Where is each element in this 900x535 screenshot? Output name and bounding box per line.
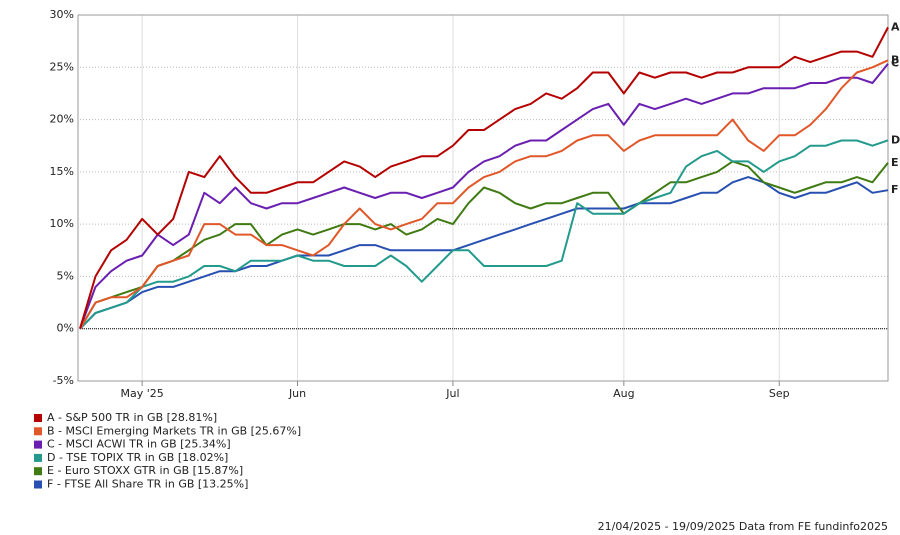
y-tick-label: 5% xyxy=(57,269,74,282)
y-tick-label: 25% xyxy=(50,60,74,73)
legend-swatch xyxy=(34,467,42,476)
legend-label: B - MSCI Emerging Markets TR in GB [25.6… xyxy=(47,424,301,437)
legend-swatch xyxy=(34,414,42,422)
series-line xyxy=(79,176,889,330)
legend-label: D - TSE TOPIX TR in GB [18.02%] xyxy=(47,451,228,464)
series-line xyxy=(79,139,889,330)
y-tick-label: 20% xyxy=(50,113,74,126)
series-end-label: C xyxy=(891,57,899,70)
y-tick-label: 10% xyxy=(50,217,74,230)
legend-label: C - MSCI ACWI TR in GB [25.34%] xyxy=(47,438,231,451)
series-end-label: D xyxy=(891,133,900,146)
plot-frame xyxy=(77,14,889,382)
legend-label: E - Euro STOXX GTR in GB [15.87%] xyxy=(47,464,243,477)
y-tick-label: 0% xyxy=(57,322,74,335)
legend-swatch xyxy=(34,480,42,489)
y-tick-label: -5% xyxy=(53,374,74,387)
series-end-label: A xyxy=(891,20,900,33)
series-line xyxy=(79,26,889,329)
legend-label: F - FTSE All Share TR in GB [13.25%] xyxy=(47,478,248,491)
series-line xyxy=(79,160,889,330)
y-tick-label: 30% xyxy=(50,8,74,21)
series-end-label: E xyxy=(891,156,899,169)
legend-swatch xyxy=(34,427,42,436)
series-line xyxy=(79,63,889,330)
legend-swatch xyxy=(34,440,42,449)
legend-label: A - S&P 500 TR in GB [28.81%] xyxy=(47,411,217,424)
y-tick-label: 15% xyxy=(50,165,74,178)
series-line xyxy=(79,59,889,330)
x-tick-label: Jun xyxy=(288,387,306,400)
x-tick-label: Sep xyxy=(769,387,790,400)
series-end-label: B xyxy=(891,53,899,66)
x-tick-label: May '25 xyxy=(121,387,164,400)
legend-swatch xyxy=(34,453,42,462)
series-end-label: F xyxy=(891,183,899,196)
x-tick-label: Aug xyxy=(613,387,634,400)
x-tick-label: Jul xyxy=(445,387,459,400)
footer: 21/04/2025 - 19/09/2025 Data from FE fun… xyxy=(598,520,888,533)
